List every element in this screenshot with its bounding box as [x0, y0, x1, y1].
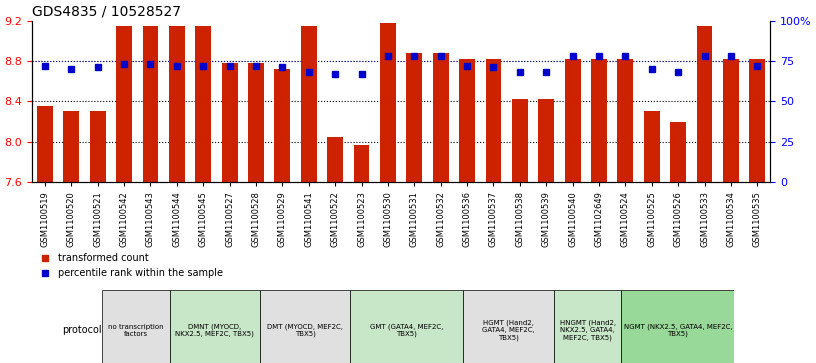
Text: DMT (MYOCD, MEF2C,
TBX5): DMT (MYOCD, MEF2C, TBX5)	[268, 323, 344, 337]
Bar	[539, 99, 554, 182]
Bar	[749, 59, 765, 182]
Bar	[591, 59, 607, 182]
Bar	[37, 106, 53, 182]
Bar	[486, 59, 501, 182]
Bar	[565, 59, 580, 182]
Text: NGMT (NKX2.5, GATA4, MEF2C,
TBX5): NGMT (NKX2.5, GATA4, MEF2C, TBX5)	[623, 323, 732, 337]
Bar	[723, 59, 738, 182]
Bar	[301, 26, 317, 182]
Text: HNGMT (Hand2,
NKX2.5, GATA4,
MEF2C, TBX5): HNGMT (Hand2, NKX2.5, GATA4, MEF2C, TBX5…	[560, 320, 615, 341]
Text: GMT (GATA4, MEF2C,
TBX5): GMT (GATA4, MEF2C, TBX5)	[370, 323, 444, 337]
Bar	[274, 69, 290, 182]
FancyBboxPatch shape	[554, 290, 622, 363]
Bar	[459, 59, 475, 182]
Bar	[618, 59, 633, 182]
FancyBboxPatch shape	[260, 290, 350, 363]
Legend: transformed count, percentile rank within the sample: transformed count, percentile rank withi…	[37, 249, 227, 282]
Bar	[143, 26, 158, 182]
Text: protocol: protocol	[62, 325, 102, 335]
Bar	[169, 26, 184, 182]
Bar	[512, 99, 528, 182]
Text: GDS4835 / 10528527: GDS4835 / 10528527	[32, 4, 181, 18]
FancyBboxPatch shape	[622, 290, 734, 363]
Bar	[697, 26, 712, 182]
Bar	[64, 111, 79, 182]
Bar	[90, 111, 105, 182]
Bar	[116, 26, 132, 182]
FancyBboxPatch shape	[463, 290, 554, 363]
FancyBboxPatch shape	[102, 290, 170, 363]
Bar	[406, 53, 422, 182]
Bar	[670, 122, 686, 182]
Bar	[380, 23, 396, 182]
Text: DMNT (MYOCD,
NKX2.5, MEF2C, TBX5): DMNT (MYOCD, NKX2.5, MEF2C, TBX5)	[175, 323, 255, 337]
Bar	[195, 26, 211, 182]
FancyBboxPatch shape	[350, 290, 463, 363]
Bar	[222, 63, 237, 182]
Bar	[644, 111, 659, 182]
Text: HGMT (Hand2,
GATA4, MEF2C,
TBX5): HGMT (Hand2, GATA4, MEF2C, TBX5)	[482, 320, 535, 341]
Bar	[327, 136, 343, 182]
Text: no transcription
factors: no transcription factors	[108, 324, 164, 337]
Bar	[248, 63, 264, 182]
Bar	[432, 53, 449, 182]
Bar	[353, 145, 370, 182]
FancyBboxPatch shape	[170, 290, 260, 363]
